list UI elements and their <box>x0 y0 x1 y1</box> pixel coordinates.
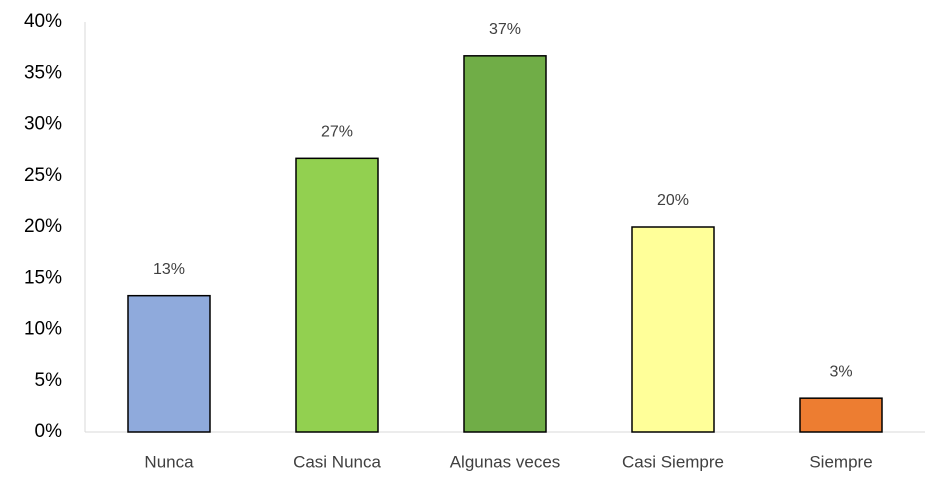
data-label: 27% <box>321 124 353 141</box>
bar <box>631 226 715 433</box>
y-tick-label: 20% <box>24 216 62 237</box>
data-label: 20% <box>657 192 689 209</box>
bar <box>799 397 883 433</box>
x-tick-label: Siempre <box>809 452 872 471</box>
y-tick-label: 40% <box>24 11 62 32</box>
data-label: 3% <box>829 363 852 380</box>
y-tick-label: 10% <box>24 319 62 340</box>
bar <box>463 55 547 433</box>
data-label: 37% <box>489 21 521 38</box>
y-tick-label: 30% <box>24 114 62 135</box>
y-tick-label: 0% <box>35 421 63 442</box>
x-tick-label: Casi Siempre <box>622 452 724 471</box>
bar <box>295 157 379 433</box>
x-tick-label: Algunas veces <box>450 452 561 471</box>
y-tick-label: 25% <box>24 165 62 186</box>
x-tick-label: Casi Nunca <box>293 452 381 471</box>
x-tick-label: Nunca <box>144 452 194 471</box>
y-tick-label: 35% <box>24 62 62 83</box>
y-tick-label: 5% <box>35 370 63 391</box>
bar <box>127 294 211 433</box>
data-label: 13% <box>153 261 185 278</box>
y-tick-label: 15% <box>24 267 62 288</box>
